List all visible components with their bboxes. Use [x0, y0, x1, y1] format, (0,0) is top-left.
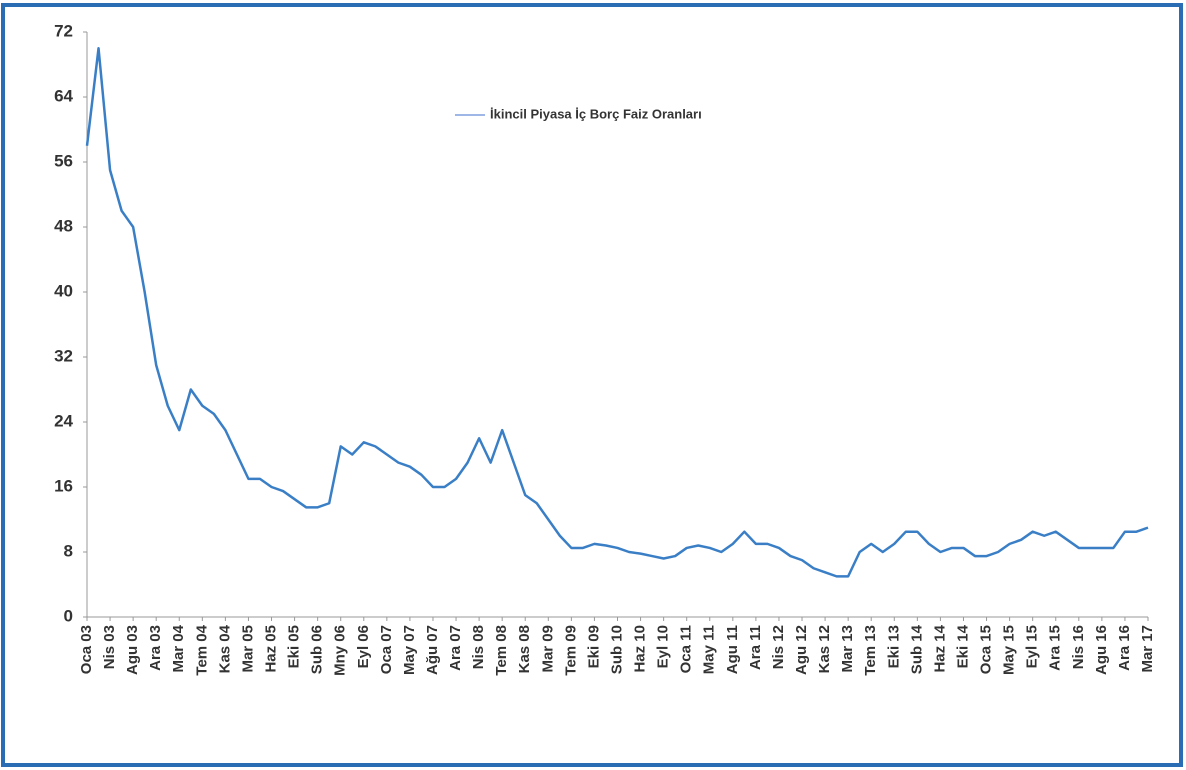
- x-tick-label: Kas 12: [816, 625, 833, 673]
- x-tick-label: May 07: [401, 625, 418, 675]
- y-tick-label: 8: [64, 541, 73, 560]
- y-tick-label: 0: [64, 606, 73, 625]
- x-tick-label: Eki 05: [286, 625, 303, 668]
- x-tick-label: Eyl 10: [655, 625, 672, 668]
- x-tick-label: Mny 06: [332, 625, 349, 676]
- frame: [1, 3, 1183, 767]
- y-tick-label: 48: [54, 216, 73, 235]
- x-tick-label: Ara 03: [147, 625, 164, 671]
- x-tick-label: Haz 14: [931, 624, 948, 672]
- x-tick-label: Tem 08: [493, 625, 510, 676]
- x-tick-label: Ağu 07: [424, 625, 441, 675]
- x-tick-label: Sub 14: [908, 624, 925, 674]
- x-tick-label: Haz 05: [262, 625, 279, 673]
- x-tick-label: Eki 09: [585, 625, 602, 668]
- y-tick-label: 16: [54, 476, 73, 495]
- x-tick-label: Ara 16: [1116, 625, 1133, 671]
- x-tick-label: Eki 13: [885, 625, 902, 668]
- x-tick-label: Oca 15: [978, 625, 995, 674]
- x-tick-label: Mar 04: [170, 624, 187, 672]
- x-tick-label: May 11: [701, 625, 718, 674]
- x-tick-label: Eyl 06: [355, 625, 372, 668]
- x-tick-label: Tem 09: [562, 625, 579, 676]
- x-tick-label: Mar 09: [539, 625, 556, 673]
- x-tick-label: Nis 16: [1070, 625, 1087, 669]
- x-tick-label: Mar 17: [1139, 625, 1156, 673]
- y-tick-label: 64: [54, 86, 73, 105]
- y-tick-label: 72: [54, 21, 73, 40]
- x-tick-label: Haz 10: [632, 625, 649, 673]
- x-tick-label: Agu 16: [1093, 625, 1110, 675]
- x-tick-label: Sub 10: [608, 625, 625, 674]
- legend-label: İkincil Piyasa İç Borç Faiz Oranları: [490, 106, 702, 121]
- x-tick-label: Sub 06: [309, 625, 326, 674]
- x-tick-label: Mar 13: [839, 625, 856, 673]
- x-tick-label: Agu 03: [124, 625, 141, 675]
- y-tick-label: 56: [54, 151, 73, 170]
- x-tick-label: Kas 08: [516, 625, 533, 673]
- x-tick-label: Ara 15: [1047, 625, 1064, 671]
- y-tick-label: 24: [54, 411, 73, 430]
- x-tick-label: Agu 11: [724, 625, 741, 674]
- y-tick-label: 32: [54, 346, 73, 365]
- x-tick-label: Oca 03: [78, 625, 95, 674]
- x-tick-label: Oca 07: [378, 625, 395, 674]
- x-tick-label: Tem 04: [193, 624, 210, 675]
- x-tick-label: Nis 12: [770, 625, 787, 669]
- x-tick-label: Nis 03: [101, 625, 118, 669]
- x-tick-label: Tem 13: [862, 625, 879, 676]
- y-tick-label: 40: [54, 281, 73, 300]
- x-tick-label: Oca 11: [678, 625, 695, 673]
- x-tick-label: Agu 12: [793, 625, 810, 675]
- x-tick-label: Mar 05: [239, 625, 256, 673]
- x-tick-label: Nis 08: [470, 625, 487, 669]
- x-tick-label: Eki 14: [954, 624, 971, 668]
- x-tick-label: Ara 11: [747, 625, 764, 670]
- x-tick-label: Eyl 15: [1024, 625, 1041, 668]
- series-line: [85, 47, 1149, 578]
- x-tick-label: Kas 04: [216, 624, 233, 673]
- x-tick-label: Ara 07: [447, 625, 464, 671]
- x-tick-label: May 15: [1001, 625, 1018, 675]
